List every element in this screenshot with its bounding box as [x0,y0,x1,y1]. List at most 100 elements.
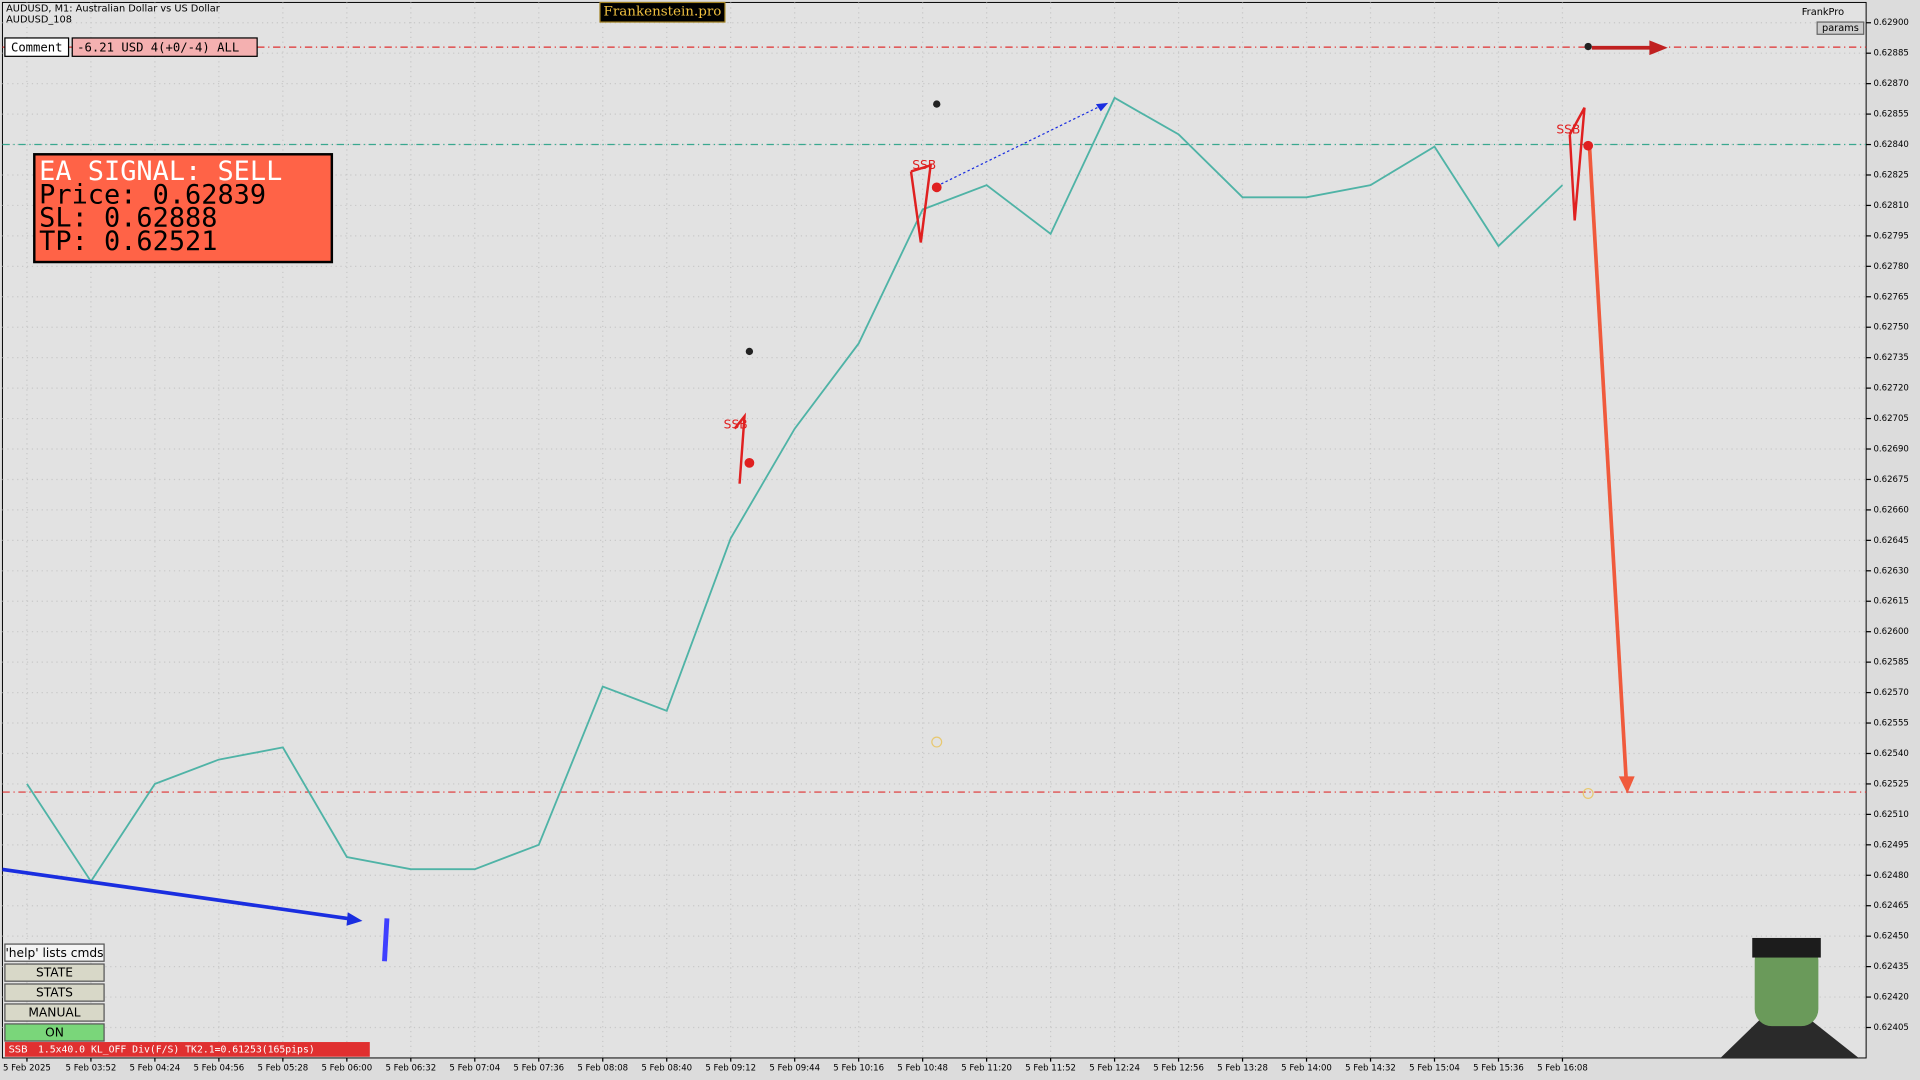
y-tick-label: 0.62855 [1873,110,1908,120]
portrait-body [1720,1016,1859,1058]
price-line [26,96,1564,884]
x-tick-label: 5 Feb 04:56 [194,1063,245,1073]
arrow-head [1618,776,1635,794]
arrow-head [1649,40,1668,56]
x-tick-label: 5 Feb 16:08 [1537,1063,1588,1073]
button-box[interactable] [4,983,105,1002]
x-tick-label: 5 Feb 10:16 [833,1063,884,1073]
x-tick-label: 5 Feb 07:04 [449,1063,500,1073]
x-tick-label: 5 Feb 10:48 [897,1063,948,1073]
button[interactable]: STATS [4,983,105,1002]
y-tick-label: 0.62435 [1873,962,1908,972]
x-tick-label: 5 Feb 14:32 [1345,1063,1396,1073]
portrait-hair [1752,937,1821,958]
x-tick-label: 5 Feb 08:40 [641,1063,692,1073]
brand: Frankenstein.pro [604,5,722,20]
y-tick-label: 0.62600 [1873,627,1908,637]
marker [744,457,755,468]
x-tick-label: 5 Feb 05:28 [257,1063,308,1073]
button-label[interactable]: 'help' lists cmds [5,946,103,960]
skull-icon [1584,42,1592,51]
button-box[interactable] [4,1003,105,1022]
ssb-shape [733,412,746,484]
x-tick-label: 5 Feb 11:20 [961,1063,1012,1073]
portrait [1720,937,1859,1058]
arrow-head [346,912,363,926]
arrow-head [1095,102,1109,112]
status-text: 1.5x40.0 KL_OFF Div(F/S) TK2.1=0.61253(1… [38,1044,315,1055]
y-tick-label: 0.62660 [1873,505,1908,515]
y-tick-label: 0.62765 [1873,292,1908,302]
y-tick-label: 0.62810 [1873,201,1908,211]
annotation: SSB [724,417,748,431]
y-tick-label: 0.62585 [1873,658,1908,668]
ssb-shape [1568,107,1586,221]
comment-box [71,37,258,57]
x-tick-label: 5 Feb 15:36 [1473,1063,1524,1073]
x-tick-label: 5 Feb 14:00 [1281,1063,1332,1073]
x-tick-label: 5 Feb 04:24 [130,1063,181,1073]
skull-icon [933,100,941,108]
button[interactable]: ON [4,1023,105,1042]
y-tick-label: 0.62405 [1873,1023,1908,1033]
params[interactable]: params [1822,23,1859,34]
marker [931,736,943,748]
signal-panel [33,153,334,264]
x-tick-label: 5 Feb 06:32 [385,1063,436,1073]
arrow [2,867,356,922]
button-label[interactable]: MANUAL [28,1006,80,1020]
button-label[interactable]: STATS [36,986,73,1000]
y-tick-label: 0.62705 [1873,414,1908,424]
y-tick-label: 0.62690 [1873,445,1908,455]
signal-sl: SL: 0.62888 [39,203,217,234]
button-label[interactable]: STATE [36,966,73,980]
signal-bars [382,918,390,962]
button-label[interactable]: ON [45,1026,64,1040]
portrait-face [1754,942,1819,1027]
user: FrankPro [1802,7,1844,18]
y-tick-label: 0.62570 [1873,688,1908,698]
x-tick-label: 5 Feb 09:44 [769,1063,820,1073]
y-tick-label: 0.62750 [1873,323,1908,333]
y-tick-label: 0.62525 [1873,779,1908,789]
x-tick-label: 5 Feb 12:56 [1153,1063,1204,1073]
comment-label-box [4,37,70,57]
y-tick-label: 0.62735 [1873,353,1908,363]
arrow [1587,144,1628,779]
x-tick-label: 5 Feb 15:04 [1409,1063,1460,1073]
y-tick-label: 0.62825 [1873,170,1908,180]
comment-text: -6.21 USD 4(+0/-4) ALL [77,40,239,54]
button-box[interactable] [4,943,105,962]
y-tick-label: 0.62900 [1873,18,1908,28]
x-tick-label: 5 Feb 13:28 [1217,1063,1268,1073]
y-tick-label: 0.62645 [1873,536,1908,546]
arrow [936,104,1103,187]
y-tick-label: 0.62870 [1873,79,1908,89]
x-tick-label: 5 Feb 12:24 [1089,1063,1140,1073]
signal-tp: TP: 0.62521 [39,226,217,257]
marker [931,182,942,193]
marker [1582,787,1594,799]
account: AUDUSD_108 [6,15,72,26]
y-tick-label: 0.62885 [1873,49,1908,59]
grid [2,2,1867,1058]
skull-icon [745,347,754,356]
params-button[interactable] [1816,21,1865,35]
x-tick-label: 5 Feb 11:52 [1025,1063,1076,1073]
button-box[interactable] [4,963,105,982]
button[interactable]: 'help' lists cmds [4,943,105,962]
comment-label: Comment [11,40,63,54]
x-tick-label: 5 Feb 06:00 [321,1063,372,1073]
status-bar [4,1042,370,1057]
button-box[interactable] [4,1023,105,1042]
y-tick-label: 0.62795 [1873,231,1908,241]
y-tick-label: 0.62510 [1873,810,1908,820]
y-tick-label: 0.62615 [1873,597,1908,607]
x-tick-label: 5 Feb 2025 [3,1063,51,1073]
button[interactable]: MANUAL [4,1003,105,1022]
buttons: 'help' lists cmds STATE STATS MANUAL ON [4,943,105,1042]
button[interactable]: STATE [4,963,105,982]
y-tick-label: 0.62465 [1873,901,1908,911]
